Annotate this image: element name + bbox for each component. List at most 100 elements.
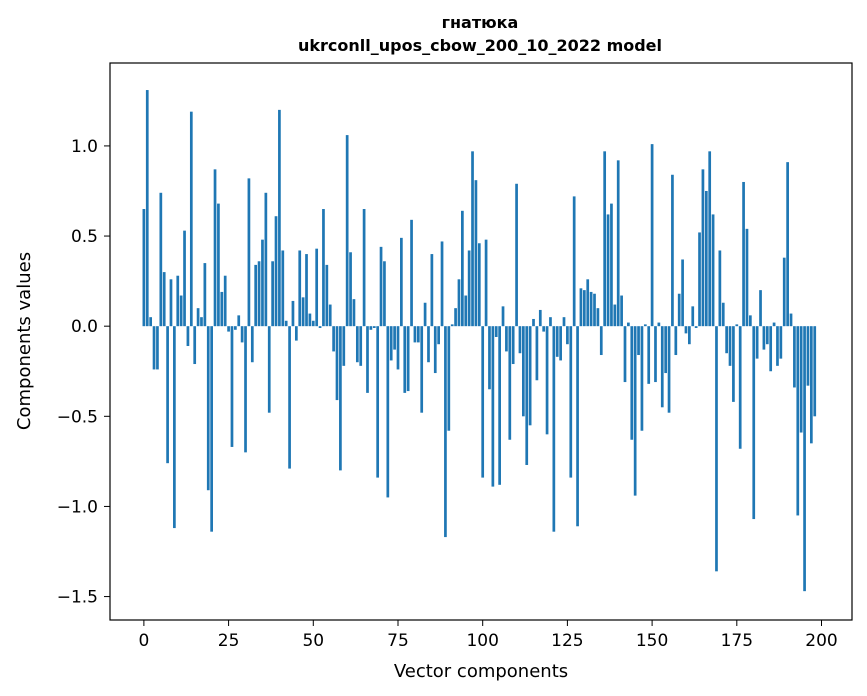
bar bbox=[711, 214, 715, 327]
bar bbox=[318, 326, 322, 328]
bar bbox=[206, 326, 210, 491]
bar bbox=[654, 326, 657, 383]
bar bbox=[261, 239, 264, 327]
bar bbox=[698, 232, 701, 327]
bar bbox=[749, 315, 752, 327]
bar bbox=[532, 318, 535, 327]
bar bbox=[389, 326, 393, 361]
bar bbox=[349, 252, 352, 327]
bar bbox=[691, 306, 695, 327]
bar bbox=[471, 151, 474, 327]
chart-subtitle: ukrconll_upos_cbow_200_10_2022 model bbox=[298, 36, 662, 55]
bar bbox=[599, 326, 603, 356]
bar bbox=[410, 219, 413, 327]
bar bbox=[715, 326, 718, 572]
bar bbox=[156, 326, 159, 370]
bar bbox=[613, 304, 617, 327]
bar bbox=[247, 178, 251, 327]
bar bbox=[484, 239, 488, 327]
bar bbox=[362, 209, 366, 327]
bar bbox=[522, 326, 525, 417]
bar bbox=[637, 326, 640, 356]
bar bbox=[762, 326, 766, 350]
chart-title: гнатюка bbox=[442, 13, 519, 32]
bar bbox=[284, 320, 288, 327]
bar bbox=[779, 326, 783, 359]
bar bbox=[549, 317, 552, 327]
bar bbox=[474, 180, 478, 327]
x-tick-label: 100 bbox=[466, 631, 498, 651]
x-tick-label: 75 bbox=[387, 631, 409, 651]
bar bbox=[809, 326, 813, 444]
bar bbox=[210, 326, 213, 532]
bar bbox=[508, 326, 512, 440]
bar bbox=[379, 246, 383, 327]
bar bbox=[254, 264, 258, 327]
bar bbox=[332, 326, 335, 352]
bar bbox=[562, 317, 566, 327]
x-axis-label: Vector components bbox=[394, 661, 568, 682]
bar bbox=[627, 322, 630, 327]
bar bbox=[776, 326, 779, 366]
bar bbox=[244, 326, 247, 453]
bar bbox=[400, 237, 403, 327]
bar bbox=[545, 326, 549, 435]
bar bbox=[674, 326, 678, 356]
bar bbox=[793, 326, 796, 388]
bar bbox=[701, 169, 705, 327]
plot-frame bbox=[109, 62, 853, 621]
bar bbox=[505, 326, 508, 352]
bar bbox=[301, 297, 305, 327]
bar bbox=[630, 326, 634, 440]
bar bbox=[339, 326, 342, 471]
bar bbox=[498, 326, 501, 485]
bar bbox=[765, 326, 769, 345]
bar bbox=[813, 326, 817, 417]
bar bbox=[664, 326, 668, 374]
bar bbox=[308, 313, 312, 327]
bars-group bbox=[142, 90, 817, 592]
bar bbox=[257, 261, 261, 327]
bar bbox=[396, 326, 400, 370]
bar bbox=[596, 308, 600, 327]
y-tick-label: 1.0 bbox=[71, 137, 98, 157]
bar bbox=[528, 326, 532, 426]
bar bbox=[708, 151, 712, 327]
bar bbox=[454, 308, 457, 327]
bar bbox=[477, 243, 481, 327]
y-tick-label: −0.5 bbox=[57, 407, 98, 427]
bar bbox=[623, 326, 627, 383]
bar bbox=[488, 326, 491, 390]
y-tick-label: −1.5 bbox=[57, 588, 98, 608]
bar bbox=[227, 326, 230, 332]
bar bbox=[772, 322, 776, 327]
bar bbox=[786, 162, 789, 327]
bar bbox=[315, 248, 319, 327]
bar bbox=[725, 326, 728, 354]
bar bbox=[250, 326, 254, 363]
bar bbox=[152, 326, 156, 370]
bar bbox=[620, 295, 623, 327]
bar bbox=[159, 192, 163, 327]
bar bbox=[501, 306, 505, 327]
bar bbox=[681, 259, 684, 327]
bar bbox=[461, 210, 464, 327]
bar bbox=[230, 326, 234, 447]
bar bbox=[586, 279, 590, 327]
bar bbox=[193, 326, 197, 365]
bar bbox=[413, 326, 417, 343]
bar bbox=[440, 241, 444, 327]
bar bbox=[355, 326, 359, 363]
bar bbox=[447, 326, 451, 431]
bar bbox=[579, 288, 583, 327]
bar bbox=[732, 326, 735, 402]
bar bbox=[298, 250, 302, 327]
bar bbox=[237, 315, 241, 327]
bar bbox=[491, 326, 495, 487]
bar bbox=[264, 192, 268, 327]
bar bbox=[217, 203, 220, 327]
bar bbox=[511, 326, 515, 365]
bar bbox=[145, 90, 149, 327]
bar bbox=[542, 326, 546, 332]
